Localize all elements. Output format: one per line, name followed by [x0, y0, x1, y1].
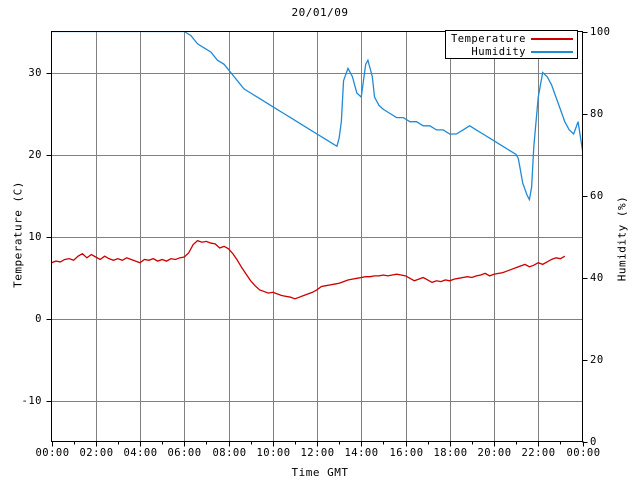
- legend-swatch-temperature: [531, 37, 573, 40]
- y-tick-label-right-5: 100: [590, 25, 611, 38]
- y-tick-label-left-4: 30: [28, 66, 42, 79]
- legend-swatch-humidity: [531, 50, 573, 53]
- x-tick-label-6: 12:00: [300, 447, 335, 459]
- series-line-humidity: [51, 31, 583, 202]
- x-tick-label-7: 14:00: [344, 447, 379, 459]
- y-tick-label-left-3: 20: [28, 148, 42, 161]
- x-tick-label-12: 00:00: [566, 447, 601, 459]
- y-tick-label-left-2: 10: [28, 230, 42, 243]
- x-tick-label-1: 02:00: [79, 447, 114, 459]
- x-tick-label-3: 06:00: [167, 447, 202, 459]
- y-tick-label-right-2: 40: [590, 271, 604, 284]
- legend-item-humidity: Humidity: [471, 45, 573, 58]
- x-tick-label-5: 10:00: [256, 447, 291, 459]
- y-tick-label-right-3: 60: [590, 189, 604, 202]
- y-tick-label-left-1: 0: [35, 312, 42, 325]
- x-axis-title: Time GMT: [291, 466, 349, 479]
- y-tick-label-right-4: 80: [590, 107, 604, 120]
- x-tick-label-2: 04:00: [123, 447, 158, 459]
- tick-marks: [46, 32, 588, 447]
- y-tick-label-left-0: -10: [21, 394, 42, 407]
- x-tick-label-0: 00:00: [35, 447, 70, 459]
- series-line-temperature: [51, 239, 566, 300]
- chart-title: 20/01/09: [291, 6, 349, 19]
- x-tick-label-4: 08:00: [212, 447, 247, 459]
- series-lines: [51, 31, 583, 300]
- legend-label-humidity: Humidity: [471, 45, 526, 58]
- y-tick-label-right-0: 0: [590, 435, 597, 448]
- x-tick-label-11: 22:00: [521, 447, 556, 459]
- plot-frame: [51, 31, 583, 442]
- y-tick-label-right-1: 20: [590, 353, 604, 366]
- x-tick-label-9: 18:00: [433, 447, 468, 459]
- grid-lines: [51, 31, 583, 442]
- x-tick-label-10: 20:00: [477, 447, 512, 459]
- legend-item-temperature: Temperature: [451, 32, 573, 45]
- legend-label-temperature: Temperature: [450, 32, 526, 45]
- x-tick-label-8: 16:00: [389, 447, 424, 459]
- legend: Temperature Humidity: [445, 30, 578, 59]
